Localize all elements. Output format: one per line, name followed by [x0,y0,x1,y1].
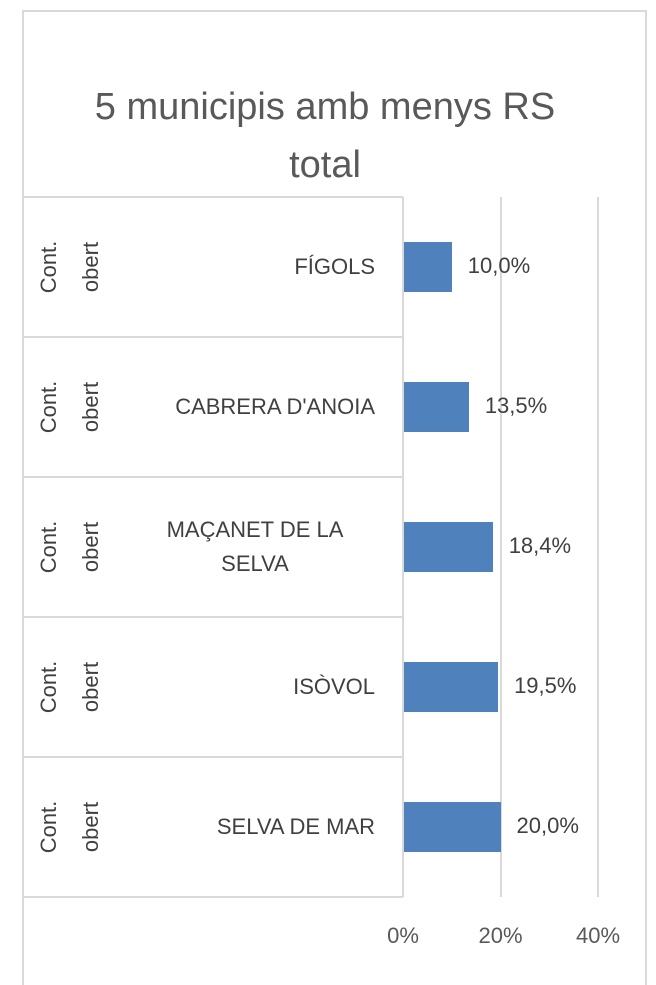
x-tick-label: 0% [387,923,419,948]
x-tick-label: 20% [478,923,523,948]
grid-line [499,197,502,897]
category-label: CABRERA D'ANOIA [175,394,375,419]
bar [403,802,501,852]
group-label: Cont. obert [36,800,103,854]
chart-frame [22,10,647,985]
value-label: 10,0% [467,253,531,278]
bar [403,662,499,712]
row-divider [22,616,403,618]
value-label: 19,5% [514,673,577,698]
group-label: Cont. obert [36,520,103,574]
category-label: MAÇANET DE LA SELVA [166,517,344,576]
group-label: Cont. obert [36,380,103,434]
axis-line [402,197,404,897]
bar [403,382,469,432]
value-label: 13,5% [484,393,548,418]
value-label: 20,0% [516,813,579,838]
row-divider [22,336,403,338]
grid-line [597,197,599,897]
value-label: 18,4% [508,533,572,558]
row-divider [22,196,403,198]
group-label: Cont. obert [36,660,103,714]
group-label: Cont. obert [36,240,103,294]
category-label: FÍGOLS [294,254,375,279]
category-label: SELVA DE MAR [216,814,375,839]
chart-title: 5 municipis amb menys RS total [94,86,556,186]
row-divider [22,756,403,758]
row-divider [22,476,403,478]
bar [403,242,452,292]
category-label: ISÒVOL [293,674,375,699]
x-tick-label: 40% [575,923,621,948]
row-divider [22,896,403,898]
bar [403,522,493,572]
